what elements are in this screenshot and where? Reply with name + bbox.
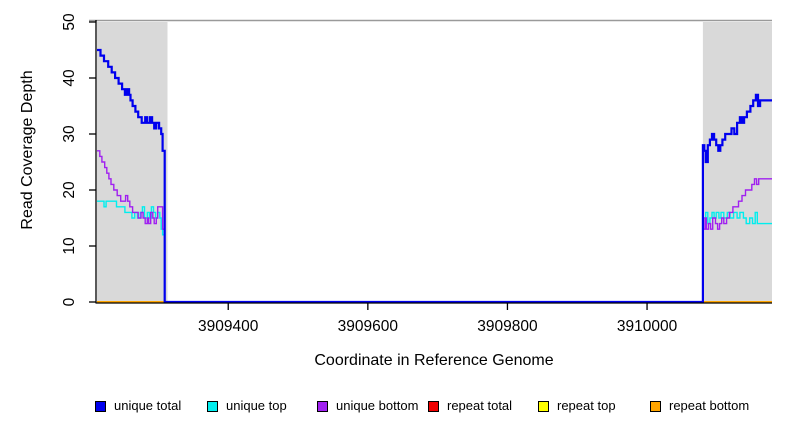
x-tick-label: 3909400 — [198, 318, 259, 335]
legend-swatch-icon — [538, 400, 549, 412]
series-group — [97, 48, 772, 303]
legend-swatch-icon — [317, 400, 328, 412]
series-unique-top — [97, 200, 772, 303]
legend-swatch-icon — [428, 400, 439, 412]
series-unique-total — [97, 48, 772, 303]
legend-label: unique total — [114, 398, 182, 413]
y-axis-title: Read Coverage Depth — [19, 70, 36, 230]
legend-item-unique-top: unique top — [207, 399, 287, 413]
series-unique-bottom — [97, 150, 772, 303]
legend-label: repeat total — [447, 398, 513, 413]
legend-item-repeat-bottom: repeat bottom — [650, 399, 749, 413]
y-tick-label: 10 — [61, 237, 78, 255]
y-tick-label: 30 — [61, 125, 78, 143]
x-tick-label: 3909600 — [338, 318, 399, 335]
y-tick-label: 40 — [61, 69, 78, 87]
x-axis-title: Coordinate in Reference Genome — [314, 352, 554, 369]
shaded-region — [702, 22, 772, 303]
legend-label: repeat bottom — [669, 398, 750, 413]
x-tick-label: 3909800 — [477, 318, 538, 335]
legend-item-unique-total: unique total — [95, 399, 181, 413]
legend-label: unique bottom — [336, 398, 419, 413]
legend-swatch-icon — [650, 400, 661, 412]
chart-legend: unique total unique top unique bottom repea… — [0, 399, 792, 417]
legend-item-repeat-top: repeat top — [538, 399, 616, 413]
legend-swatch-icon — [95, 400, 106, 412]
legend-label: repeat top — [557, 398, 616, 413]
y-tick-label: 0 — [61, 297, 78, 306]
y-tick-label: 50 — [61, 13, 78, 31]
shaded-region — [97, 22, 168, 303]
x-tick-label: 3910000 — [617, 318, 678, 335]
y-tick-label: 20 — [61, 181, 78, 199]
legend-item-repeat-total: repeat total — [428, 399, 512, 413]
legend-swatch-icon — [207, 400, 218, 412]
legend-item-unique-bottom: unique bottom — [317, 399, 418, 413]
legend-label: unique top — [226, 398, 287, 413]
